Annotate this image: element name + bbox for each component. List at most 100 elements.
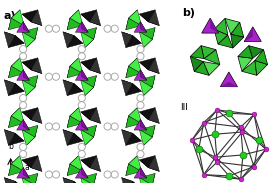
Polygon shape (148, 156, 159, 171)
FancyBboxPatch shape (27, 80, 78, 124)
Polygon shape (255, 50, 268, 64)
Polygon shape (67, 181, 83, 189)
Polygon shape (204, 50, 220, 64)
Polygon shape (148, 58, 159, 74)
Polygon shape (70, 156, 83, 171)
Polygon shape (67, 164, 83, 176)
Polygon shape (139, 125, 155, 137)
Polygon shape (17, 22, 29, 32)
Text: a): a) (4, 11, 16, 21)
Polygon shape (26, 125, 38, 145)
Polygon shape (139, 76, 155, 87)
Polygon shape (81, 14, 101, 26)
Polygon shape (144, 125, 155, 145)
Polygon shape (81, 80, 94, 96)
Polygon shape (8, 116, 24, 128)
Polygon shape (144, 173, 155, 189)
Polygon shape (214, 29, 228, 44)
Polygon shape (122, 130, 142, 141)
Polygon shape (63, 130, 83, 141)
Polygon shape (23, 70, 29, 80)
Polygon shape (67, 84, 83, 96)
Polygon shape (23, 167, 29, 178)
Polygon shape (139, 173, 155, 185)
Text: a: a (25, 163, 30, 172)
Polygon shape (255, 60, 268, 75)
Polygon shape (11, 10, 24, 26)
Polygon shape (63, 178, 74, 189)
Polygon shape (26, 76, 38, 96)
Polygon shape (218, 35, 233, 48)
Polygon shape (81, 156, 96, 168)
Polygon shape (238, 46, 253, 58)
Polygon shape (139, 10, 155, 22)
Polygon shape (220, 82, 237, 87)
Polygon shape (203, 62, 220, 75)
Polygon shape (31, 156, 42, 171)
Polygon shape (4, 178, 15, 189)
Polygon shape (139, 112, 159, 123)
Polygon shape (81, 10, 96, 22)
Polygon shape (22, 108, 38, 120)
Polygon shape (126, 66, 142, 78)
Polygon shape (22, 62, 42, 74)
Polygon shape (90, 156, 101, 171)
Polygon shape (8, 10, 20, 30)
Polygon shape (141, 167, 147, 178)
Polygon shape (81, 108, 96, 120)
Polygon shape (134, 167, 147, 178)
Polygon shape (139, 130, 152, 145)
Polygon shape (122, 80, 133, 96)
Polygon shape (4, 32, 15, 48)
Polygon shape (90, 108, 101, 123)
Polygon shape (75, 70, 88, 80)
Polygon shape (70, 10, 83, 26)
Polygon shape (139, 62, 159, 74)
Polygon shape (4, 32, 24, 43)
Polygon shape (139, 32, 152, 48)
Polygon shape (249, 46, 263, 58)
Polygon shape (122, 178, 133, 189)
Polygon shape (22, 156, 38, 168)
FancyBboxPatch shape (27, 31, 78, 74)
Polygon shape (81, 112, 101, 123)
Polygon shape (75, 119, 88, 130)
Polygon shape (4, 130, 24, 141)
FancyBboxPatch shape (86, 129, 136, 172)
Polygon shape (85, 125, 96, 145)
Polygon shape (8, 181, 24, 189)
Polygon shape (141, 70, 147, 80)
Polygon shape (67, 66, 83, 78)
Polygon shape (190, 46, 204, 59)
Polygon shape (210, 18, 219, 33)
Polygon shape (129, 58, 142, 74)
Polygon shape (22, 173, 38, 185)
Polygon shape (17, 119, 29, 130)
Polygon shape (81, 173, 96, 185)
Text: III: III (181, 103, 188, 112)
Polygon shape (11, 156, 24, 171)
Polygon shape (139, 178, 152, 189)
Polygon shape (70, 58, 83, 74)
Polygon shape (122, 130, 133, 145)
Polygon shape (126, 10, 137, 30)
Polygon shape (85, 28, 96, 48)
Polygon shape (8, 156, 20, 176)
Polygon shape (129, 10, 142, 26)
Polygon shape (63, 32, 83, 43)
Polygon shape (141, 22, 147, 32)
Polygon shape (201, 46, 216, 59)
Polygon shape (4, 178, 24, 189)
Polygon shape (67, 108, 79, 128)
Polygon shape (144, 28, 155, 48)
Polygon shape (82, 70, 88, 80)
Polygon shape (8, 66, 24, 78)
Polygon shape (139, 14, 159, 26)
Polygon shape (90, 10, 101, 26)
Polygon shape (134, 70, 147, 80)
Polygon shape (81, 62, 101, 74)
Polygon shape (139, 108, 155, 120)
Polygon shape (81, 178, 94, 189)
Polygon shape (82, 119, 88, 130)
Polygon shape (4, 130, 15, 145)
